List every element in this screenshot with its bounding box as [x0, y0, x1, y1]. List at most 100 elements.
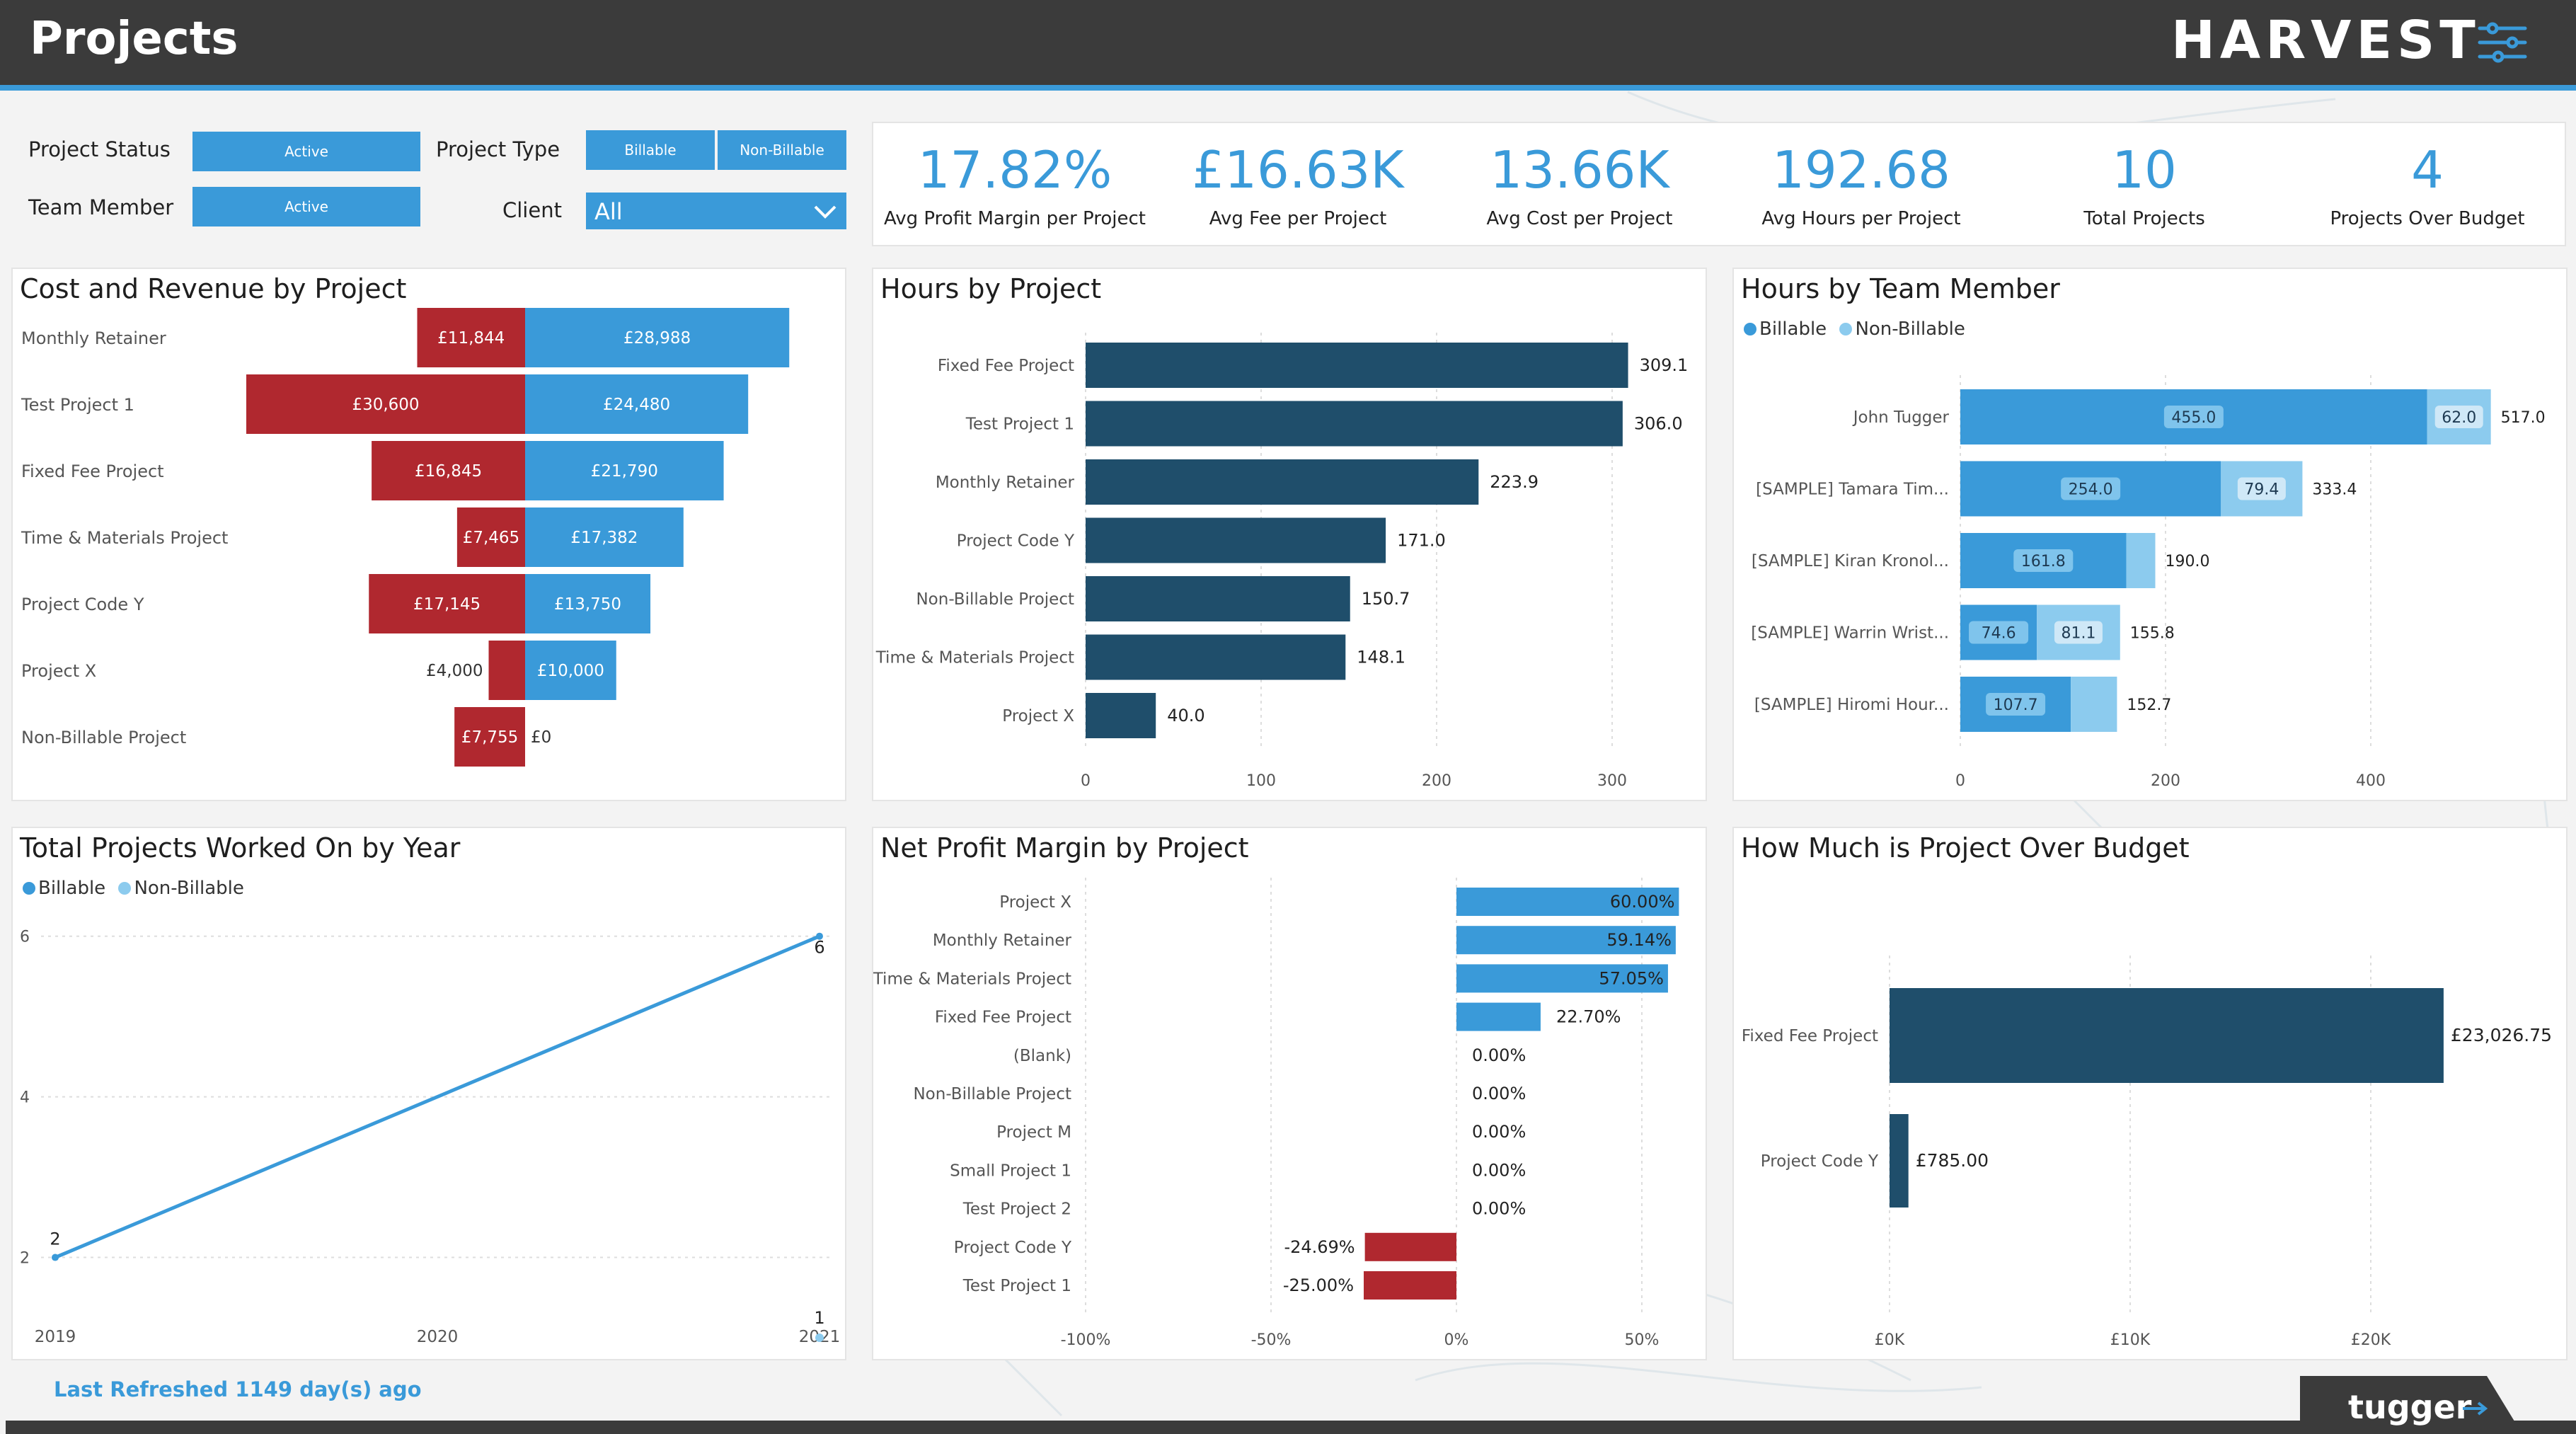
non-billable-bar	[2071, 677, 2117, 732]
cost-bar	[456, 507, 525, 567]
kpi-avg-fee: £16.63K Avg Fee per Project	[1156, 144, 1439, 229]
team-member-label: Team Member	[28, 195, 174, 219]
project-status-label: Project Status	[28, 137, 171, 161]
x-tick-label: £20K	[2351, 1331, 2391, 1349]
data-label: 0.00%	[1472, 1199, 1526, 1219]
team-member-active-button[interactable]: Active	[192, 187, 420, 226]
bar	[1890, 1114, 1909, 1208]
category-label: [SAMPLE] Kiran Kronol...	[1752, 552, 1949, 570]
category-label: Test Project 1	[965, 415, 1074, 434]
kpi-avg-cost: 13.66K Avg Cost per Project	[1438, 144, 1721, 229]
revenue-bar	[525, 507, 684, 567]
legend: Billable Non-Billable	[1741, 319, 1965, 340]
logo-text: tugger	[2348, 1388, 2472, 1426]
client-dropdown[interactable]: All	[586, 193, 846, 229]
x-tick-label: -50%	[1251, 1331, 1292, 1349]
revenue-bar	[525, 441, 724, 500]
label-pill	[2434, 406, 2483, 428]
bar	[1364, 1232, 1456, 1261]
legend-dot-non-billable	[1839, 323, 1853, 335]
billable-point	[816, 932, 823, 940]
brand-logo: HARVEST	[2171, 10, 2480, 71]
data-label: 57.05%	[1599, 968, 1664, 988]
cost-revenue-chart: Monthly Retainer £11,844 £28,988 Test Proje…	[21, 308, 790, 767]
category-label: Project Code Y	[21, 595, 144, 614]
chart-title: Total Projects Worked On by Year	[20, 832, 461, 864]
revenue-bar	[525, 641, 616, 700]
kpi-label: Avg Hours per Project	[1761, 208, 1961, 229]
legend-billable: Billable	[38, 878, 106, 899]
chart-title: Hours by Project	[880, 273, 1102, 304]
revenue-label: £24,480	[603, 396, 670, 414]
data-label: 59.14%	[1606, 930, 1672, 950]
project-type-label: Project Type	[436, 137, 560, 161]
cost-bar	[246, 374, 525, 434]
billable-label: 455.0	[2171, 409, 2216, 427]
total-label: 152.7	[2127, 696, 2171, 714]
revenue-label: £0	[531, 728, 551, 747]
data-label: 22.70%	[1556, 1007, 1621, 1027]
legend-non-billable: Non-Billable	[1855, 319, 1965, 340]
category-label: Project M	[996, 1123, 1071, 1142]
category-label: Fixed Fee Project	[938, 357, 1074, 375]
top-bar: Projects HARVEST	[0, 0, 2576, 91]
x-tick-label: 0	[1081, 772, 1091, 790]
billable-button[interactable]: Billable	[586, 130, 715, 170]
legend-dot-billable	[23, 882, 35, 895]
billable-label: 254.0	[2069, 481, 2113, 499]
data-label: 150.7	[1362, 589, 1410, 609]
net-profit-margin-chart: -100% -50% 0% 50% Project X 60.00% Monthly Ret…	[873, 878, 1679, 1349]
bar	[1086, 401, 1623, 447]
cost-bar	[488, 641, 525, 700]
non-billable-point	[815, 1333, 824, 1342]
sliders-icon[interactable]	[2477, 21, 2528, 64]
bar	[1086, 517, 1386, 563]
non-billable-button[interactable]: Non-Billable	[718, 130, 846, 170]
bar	[1086, 634, 1346, 680]
revenue-label: £21,790	[591, 462, 658, 481]
page-title: Projects	[30, 13, 238, 65]
over-budget-chart: £0K £10K £20K Fixed Fee Project £23,026.75 Pr…	[1742, 956, 2552, 1349]
x-tick-label: 200	[1422, 772, 1451, 790]
category-label: Fixed Fee Project	[1742, 1027, 1878, 1045]
cost-bar	[417, 308, 525, 367]
over-budget-panel: How Much is Project Over Budget £0K £10K £…	[1732, 827, 2568, 1360]
label-pill	[2054, 621, 2103, 644]
billable-label: 74.6	[1982, 625, 2016, 643]
revenue-bar	[525, 574, 651, 633]
label-pill	[2013, 549, 2074, 572]
category-label: Monthly Retainer	[933, 931, 1072, 950]
project-status-active-button[interactable]: Active	[192, 132, 420, 171]
net-profit-margin-panel: Net Profit Margin by Project -100% -50% 0%…	[872, 827, 1707, 1360]
total-label: 190.0	[2166, 553, 2210, 570]
category-label: (Blank)	[1013, 1047, 1071, 1065]
kpi-label: Total Projects	[2083, 208, 2205, 229]
x-tick-label: 300	[1597, 772, 1627, 790]
data-label: 148.1	[1357, 648, 1405, 667]
hours-by-team-member-chart: 0 200 400 John Tugger 455.0 62.0 517.0 [SAMPLE]…	[1751, 375, 2546, 790]
bar	[1890, 988, 2444, 1083]
kpi-label: Avg Cost per Project	[1486, 208, 1673, 229]
x-tick-label: 2019	[35, 1328, 76, 1346]
cost-label: £7,465	[463, 529, 519, 547]
tugger-logo: tugger	[2300, 1376, 2522, 1434]
data-label: 0.00%	[1472, 1045, 1526, 1065]
legend-non-billable: Non-Billable	[134, 878, 244, 899]
kpi-label: Avg Fee per Project	[1209, 208, 1387, 229]
data-label: -24.69%	[1284, 1237, 1355, 1257]
legend-dot-non-billable	[118, 882, 132, 895]
data-label: £785.00	[1916, 1150, 1989, 1171]
kpi-value: 13.66K	[1490, 140, 1669, 200]
bar	[1086, 459, 1479, 505]
data-label: 0.00%	[1472, 1160, 1526, 1180]
total-label: 155.8	[2130, 625, 2175, 643]
x-tick-label: 200	[2151, 772, 2180, 790]
bar	[1456, 926, 1676, 955]
kpi-value: 4	[2411, 140, 2444, 200]
data-label: 60.00%	[1610, 892, 1675, 912]
chart-title: Net Profit Margin by Project	[880, 832, 1249, 864]
label-pill	[1986, 693, 2046, 716]
category-label: Test Project 1	[21, 395, 134, 415]
label-pill	[1969, 621, 2029, 644]
category-label: Time & Materials Project	[875, 649, 1074, 667]
